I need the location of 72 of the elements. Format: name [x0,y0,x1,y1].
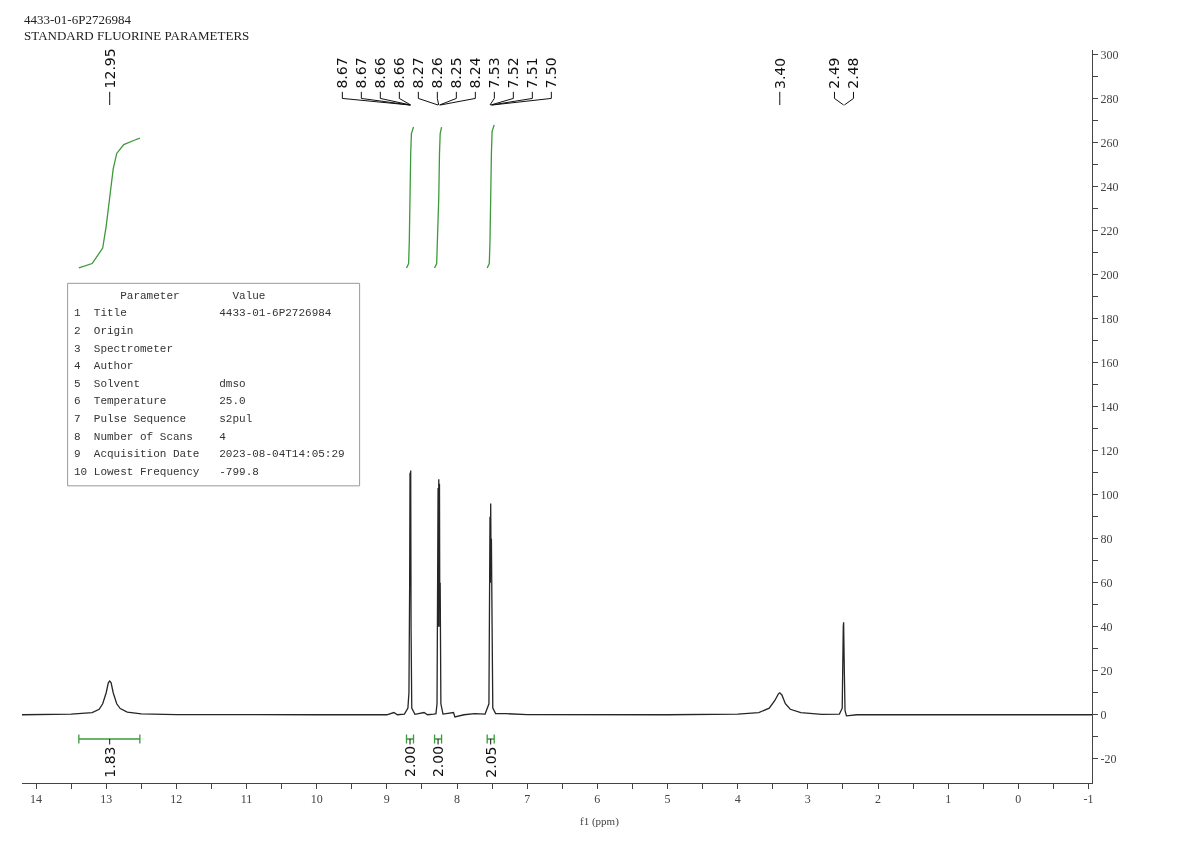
chart-title: 4433-01-6P2726984 [24,12,132,27]
y-tick-label: 80 [1100,531,1113,546]
chart-subtitle: STANDARD FLUORINE PARAMETERS [24,28,250,43]
annotation: Parameter Value [74,290,266,302]
x-tick-label: 5 [664,792,671,807]
y-tick-label: 200 [1100,267,1119,282]
x-tick-label: 4 [734,792,741,807]
annotation: 8.24 [467,57,484,89]
y-tick-label: -20 [1100,751,1117,766]
annotation: 8.66 [391,57,408,89]
annotation: 2.00 [430,745,447,778]
annotation: 8.67 [334,57,351,89]
annotation: 8.25 [448,57,465,89]
y-tick-label: 0 [1100,707,1107,722]
annotation: 8.27 [410,57,427,89]
x-tick-label: 8 [454,792,461,807]
x-tick-label: 6 [594,792,601,807]
y-tick-label: 60 [1100,575,1113,590]
x-axis-title: f1 (ppm) [580,815,620,828]
annotation: 3.40 [771,57,788,89]
y-tick-label: 220 [1100,223,1119,238]
line-series [433,126,443,269]
x-tick-label: 1 [945,792,952,807]
line-series [78,137,141,269]
annotation: 7 Pulse Sequence s2pul [74,413,253,425]
y-tick-label: 100 [1100,487,1119,502]
y-tick-label: 300 [1100,47,1119,62]
annotation: 5 Solvent dmso [74,378,246,390]
x-tick-label: 2 [875,792,881,807]
annotation: 8.66 [372,57,389,89]
annotation: 8.26 [429,57,446,89]
annotation: 2 Origin [74,325,134,337]
y-tick-label: 180 [1100,311,1119,326]
x-tick-label: 13 [100,792,113,807]
annotation: 12.95 [101,48,118,89]
line-series [486,124,495,269]
line-series [405,126,415,269]
x-tick-label: 12 [170,792,183,807]
annotation: 2.00 [402,745,419,777]
x-tick-label: 3 [804,792,811,807]
y-tick-label: 240 [1100,179,1119,194]
x-tick-label: 9 [383,792,390,807]
annotation: 7.53 [486,57,503,89]
y-tick-label: 260 [1100,135,1119,150]
x-tick-label: 10 [310,792,323,807]
annotation: 7.50 [543,57,560,89]
annotation: 3 Spectrometer [74,343,174,355]
x-tick-label: 0 [1015,792,1022,807]
annotation: 7.52 [505,57,522,89]
annotation: 7.51 [524,57,541,89]
annotation: 2.48 [845,57,862,89]
annotation: 10 Lowest Frequency -799.8 [74,466,259,478]
annotation: 6 Temperature 25.0 [74,395,246,407]
annotation: 2.49 [826,57,843,89]
line-series [22,469,1092,718]
y-tick-label: 40 [1100,619,1113,634]
annotation: 2.05 [482,746,499,778]
y-tick-label: 140 [1100,399,1119,414]
y-tick-label: 120 [1100,443,1119,458]
annotation: 8 Number of Scans 4 [74,431,227,443]
x-tick-label: 11 [240,792,253,807]
y-tick-label: 280 [1100,91,1119,106]
x-tick-label: -1 [1083,792,1094,807]
y-tick-label: 20 [1100,663,1113,678]
x-tick-label: 14 [30,792,43,807]
x-tick-label: 7 [524,792,531,807]
annotation: 8.67 [353,57,370,89]
annotation: 1.83 [101,746,118,778]
y-tick-label: 160 [1100,355,1119,370]
annotation: 9 Acquisition Date 2023-08-04T14:05:29 [74,448,345,460]
annotation: 4 Author [74,360,134,372]
annotation: 1 Title 4433-01-6P2726984 [74,307,332,319]
